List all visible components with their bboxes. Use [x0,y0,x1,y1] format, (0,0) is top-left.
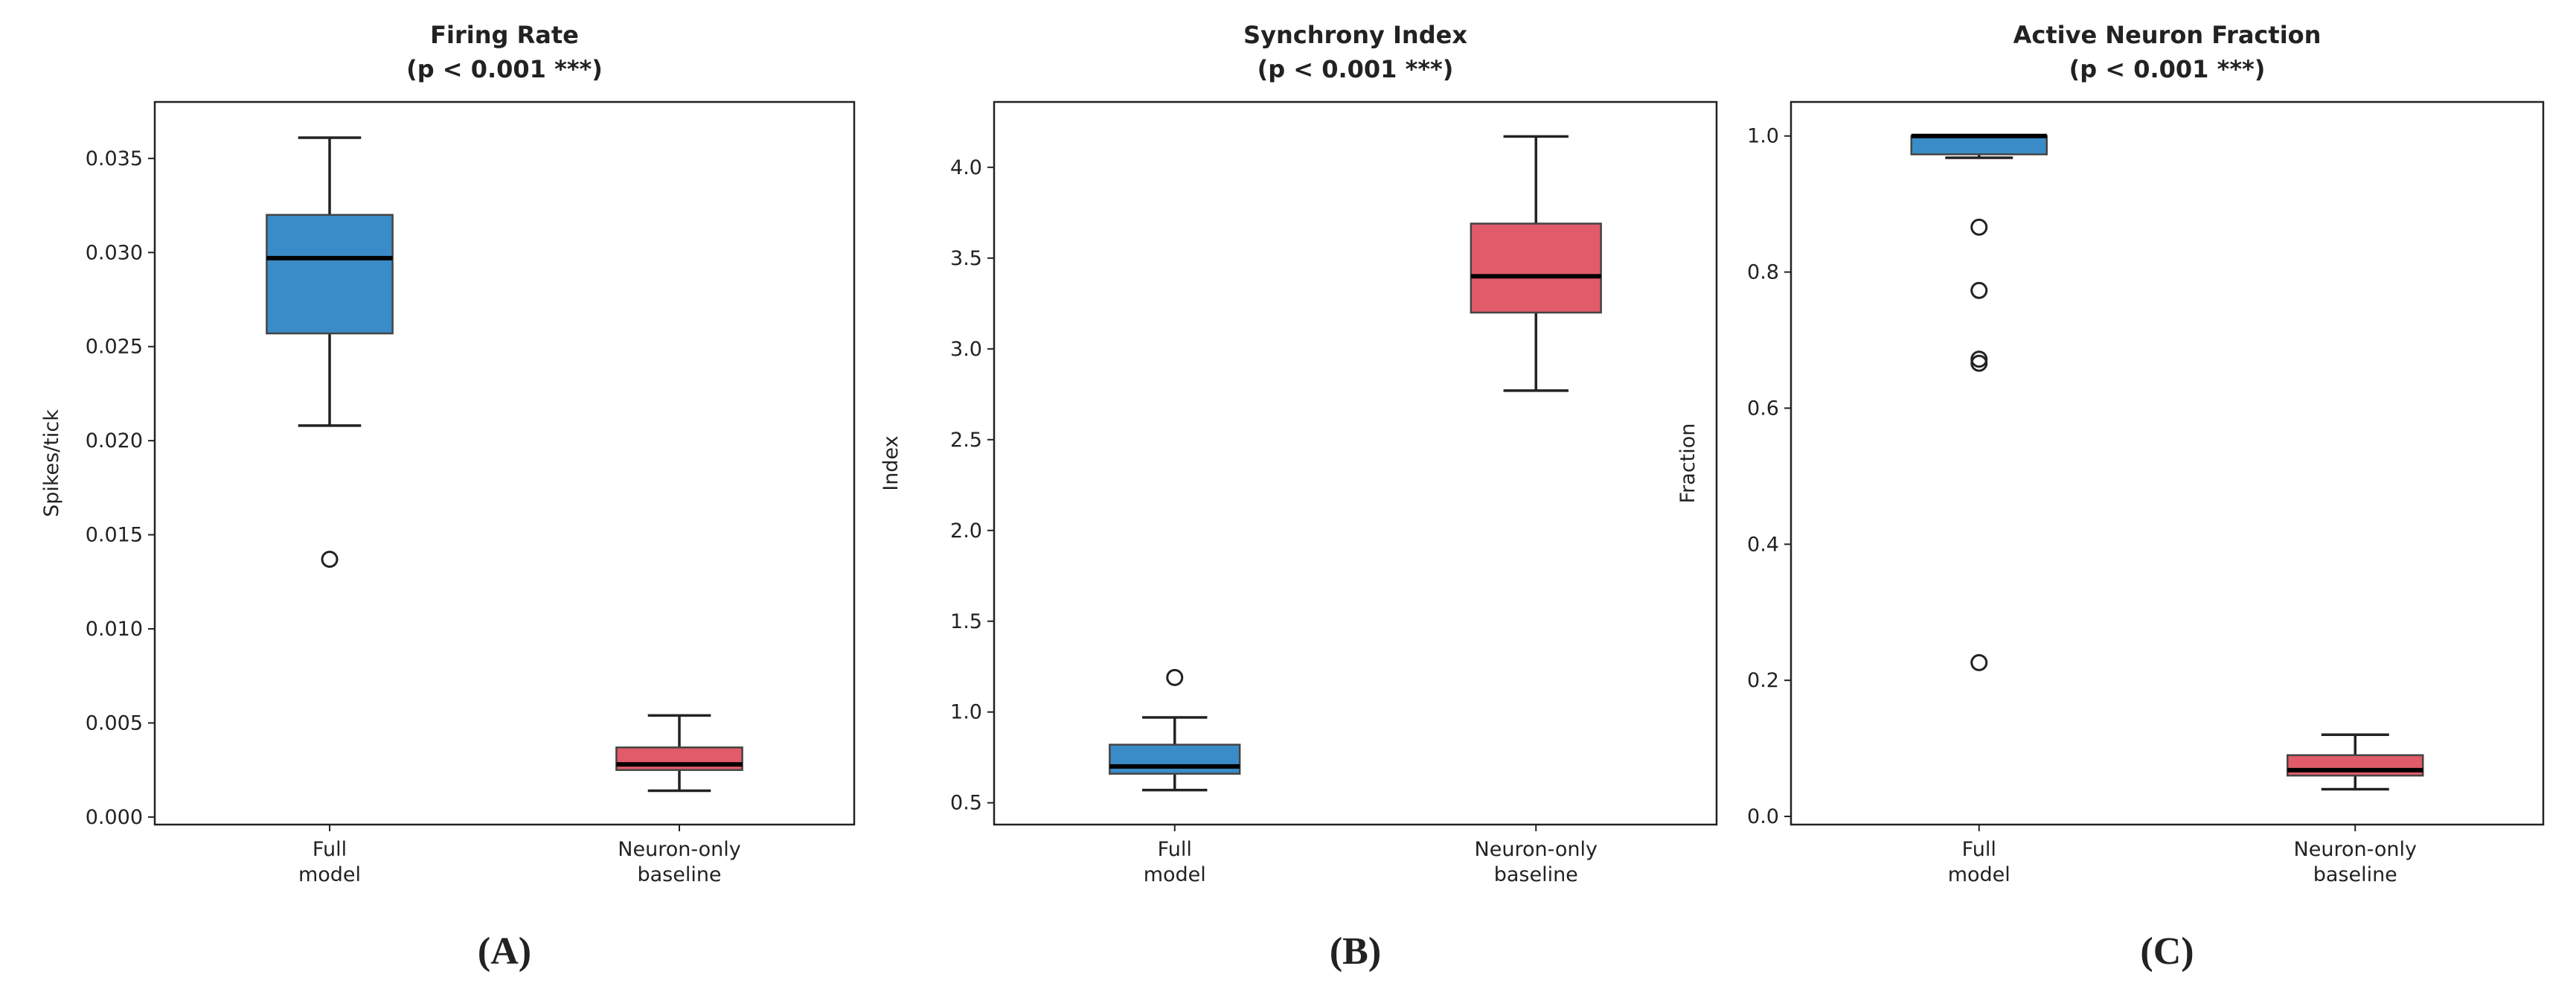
box [1910,135,2048,156]
chart-subtitle: (p < 0.001 ***) [1257,55,1454,83]
outlier [1970,218,1988,236]
x-tick-label: Neuron-only baseline [1475,838,1598,886]
box [1109,743,1241,775]
axes-frame [1790,100,2545,826]
chart-title: Synchrony Index [1243,21,1467,49]
y-tick-label: 1.0 [1747,125,1779,148]
chart-subtitle: (p < 0.001 ***) [2069,55,2266,83]
y-tick-label: 0.035 [86,147,143,170]
outlier [1970,281,1988,299]
x-tick-label: Neuron-only baseline [2294,838,2417,886]
axes-frame [993,100,1718,826]
outlier [1166,668,1184,686]
x-tick-label: Neuron-only baseline [618,838,740,886]
chart-subtitle: (p < 0.001 ***) [406,55,603,83]
y-tick-label: 3.5 [950,247,982,270]
x-tick-label: Full model [298,838,361,886]
chart-title: Firing Rate [430,21,579,49]
chart-title: Active Neuron Fraction [2013,21,2322,49]
box [2287,754,2424,777]
outlier [1970,653,1988,671]
box [1470,223,1602,314]
y-tick-label: 0.8 [1747,261,1779,284]
y-tick-label: 0.5 [950,792,982,815]
panel-label: (C) [2140,930,2194,973]
axes-frame [153,100,856,826]
outlier [1970,354,1988,372]
y-tick-label: 1.0 [950,701,982,724]
x-tick-label: Full model [1144,838,1206,886]
y-tick-label: 0.0 [1747,805,1779,828]
y-tick-label: 0.030 [86,241,143,264]
y-tick-label: 2.0 [950,519,982,543]
y-tick-label: 0.025 [86,336,143,359]
y-tick-label: 0.6 [1747,397,1779,420]
y-tick-label: 0.010 [86,618,143,641]
y-axis-label: Fraction [1676,423,1699,504]
y-tick-label: 2.5 [950,429,982,452]
y-tick-label: 0.2 [1747,669,1779,692]
y-axis-label: Index [880,435,903,490]
y-tick-label: 0.005 [86,711,143,735]
x-tick-label: Full model [1948,838,2011,886]
y-tick-label: 0.000 [86,806,143,829]
y-tick-label: 3.0 [950,338,982,361]
box [615,746,743,771]
panel-label: (B) [1330,930,1381,973]
box [266,214,394,335]
outlier [321,550,339,568]
y-axis-label: Spikes/tick [40,409,63,517]
y-tick-label: 4.0 [950,156,982,179]
y-tick-label: 0.020 [86,429,143,452]
panel-label: (A) [478,930,531,973]
y-tick-label: 1.5 [950,610,982,633]
y-tick-label: 0.015 [86,524,143,547]
y-tick-label: 0.4 [1747,533,1779,556]
